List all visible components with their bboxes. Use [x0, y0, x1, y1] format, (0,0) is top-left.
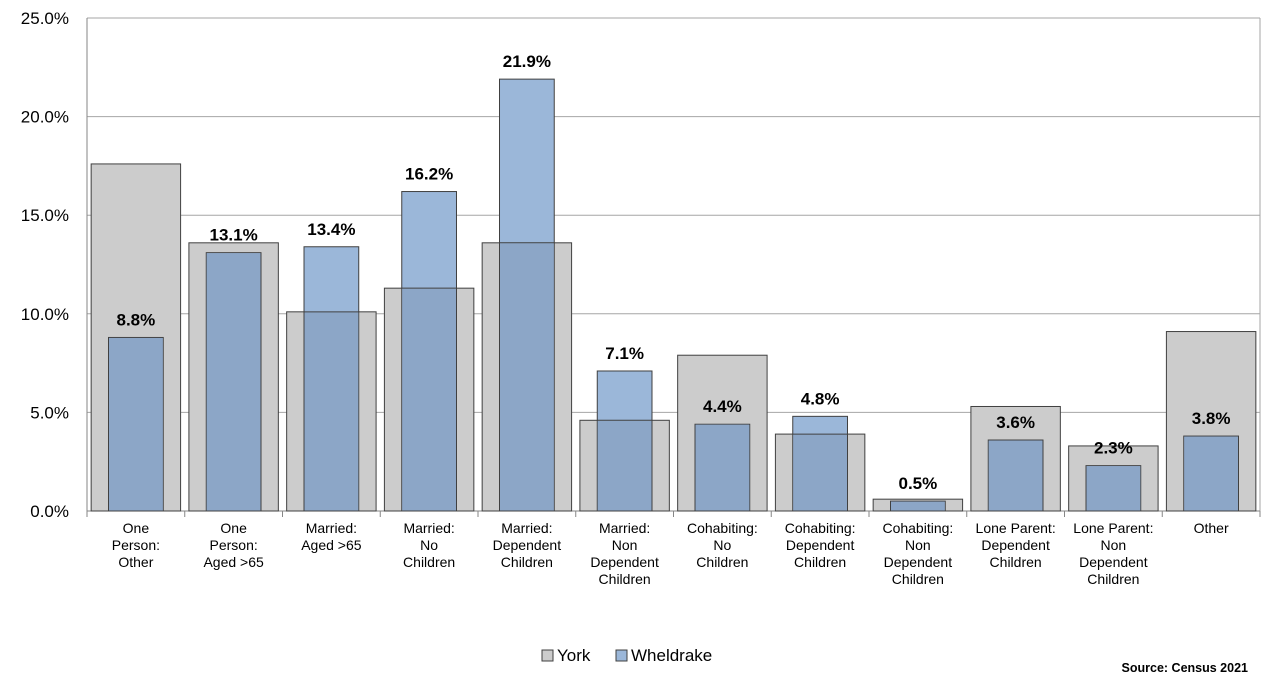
category-label: Lone Parent: Non Dependent Children — [1073, 520, 1153, 587]
category-label: One Person: Other — [112, 520, 160, 570]
bar-overlap — [695, 424, 750, 511]
bar-overlap — [1184, 436, 1238, 511]
bar-overlap — [597, 420, 652, 511]
data-label: 16.2% — [405, 165, 453, 184]
bar-overlap — [793, 434, 847, 511]
source-note: Source: Census 2021 — [1121, 661, 1248, 675]
category-label: Married: No Children — [403, 520, 455, 570]
data-label: 2.3% — [1094, 439, 1133, 458]
category-label: Married: Non Dependent Children — [590, 520, 659, 587]
data-label: 8.8% — [117, 310, 156, 329]
bar-overlap — [402, 288, 456, 511]
data-label: 21.9% — [503, 52, 551, 71]
data-label: 3.6% — [996, 413, 1035, 432]
y-tick-label: 5.0% — [30, 403, 69, 422]
data-label: 4.4% — [703, 397, 742, 416]
data-label: 7.1% — [605, 344, 644, 363]
bar-overlap — [1086, 466, 1141, 511]
y-tick-label: 25.0% — [21, 9, 69, 28]
data-label: 4.8% — [801, 389, 840, 408]
bar-overlap — [988, 440, 1043, 511]
legend-swatch — [615, 649, 628, 662]
y-tick-label: 15.0% — [21, 206, 69, 225]
data-label: 0.5% — [899, 474, 938, 493]
bar-overlap — [500, 243, 554, 511]
category-label: Married: Aged >65 — [301, 520, 362, 553]
data-label: 13.1% — [210, 226, 258, 245]
category-label: Lone Parent: Dependent Children — [976, 520, 1056, 570]
y-tick-label: 0.0% — [30, 502, 69, 521]
data-label: 13.4% — [307, 220, 355, 239]
bar-overlap — [109, 337, 163, 511]
category-label: Other — [1194, 520, 1229, 536]
category-label: Married: Dependent Children — [493, 520, 562, 570]
y-tick-label: 10.0% — [21, 305, 69, 324]
bar-overlap — [206, 253, 261, 511]
category-label: Cohabiting: Dependent Children — [785, 520, 856, 570]
category-label: Cohabiting: No Children — [687, 520, 758, 570]
bar-york — [1165, 331, 1257, 512]
bar-overlap — [891, 501, 945, 511]
y-tick-label: 20.0% — [21, 108, 69, 127]
legend-label: Wheldrake — [631, 646, 712, 665]
category-label: Cohabiting: Non Dependent Children — [882, 520, 953, 587]
legend-label: York — [557, 646, 591, 665]
bar-overlap — [304, 312, 359, 511]
data-label: 3.8% — [1192, 409, 1231, 428]
category-label: One Person: Aged >65 — [203, 520, 264, 570]
legend-swatch — [541, 649, 554, 662]
